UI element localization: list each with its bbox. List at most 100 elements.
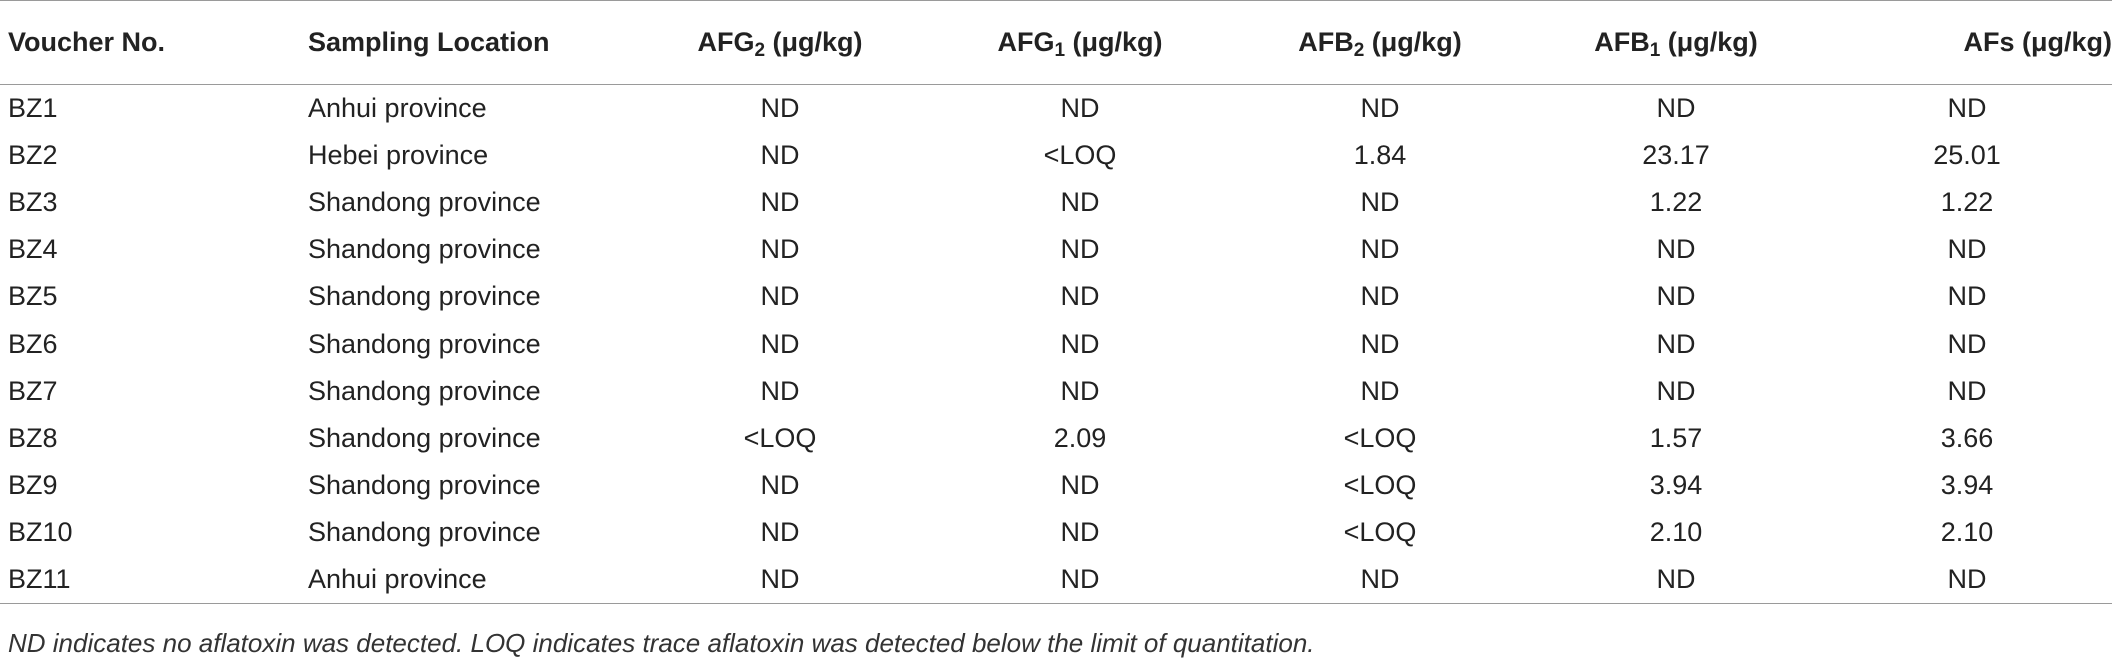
afg1-cell: ND [1060, 234, 1100, 265]
afb2-cell: 1.84 [1353, 139, 1407, 170]
voucher-no-header: Voucher No. [0, 0, 300, 85]
sampling-location-cell: Shandong province [308, 517, 541, 548]
afg1-cell: ND [1060, 186, 1100, 217]
voucher-no-cell: BZ8 [8, 422, 58, 453]
afg1-cell: ND [1060, 92, 1100, 123]
header-text: AFG [997, 27, 1055, 57]
afb1-cell: ND [1656, 92, 1696, 123]
afg2-cell: ND [760, 328, 800, 359]
sampling-location-cell: Shandong province [308, 470, 541, 501]
table-row: BZ6 Shandong province ND ND ND ND ND [0, 320, 2112, 367]
table-row: BZ8 Shandong province <LOQ 2.09 <LOQ 1.57 3.66 [0, 415, 2112, 462]
voucher-no-cell: BZ6 [8, 328, 58, 359]
table-row: BZ2 Hebei province ND <LOQ 1.84 23.17 25.01 [0, 132, 2112, 179]
table-row: BZ3 Shandong province ND ND ND 1.22 1.22 [0, 179, 2112, 226]
afs-total-cell: ND [1947, 281, 1987, 312]
afg1-cell: 2.09 [1053, 422, 1107, 453]
afb1-cell: ND [1656, 234, 1696, 265]
sampling-location-header: Sampling Location [300, 0, 630, 85]
header-text: AFB [1594, 27, 1650, 57]
afb2-header: AFB2 (μg/kg) [1230, 0, 1530, 85]
afb2-cell: ND [1360, 375, 1400, 406]
afb1-cell: ND [1530, 556, 1822, 605]
header-unit: (μg/kg) [1364, 27, 1462, 57]
table-row: BZ1 Anhui province ND ND ND ND ND [0, 85, 2112, 132]
afb2-cell: ND [1360, 186, 1400, 217]
afb1-cell: 1.57 [1649, 422, 1703, 453]
afg2-cell: ND [760, 281, 800, 312]
sampling-location-cell: Shandong province [308, 281, 541, 312]
afg1-cell: ND [1060, 375, 1100, 406]
sampling-location-cell: Shandong province [308, 328, 541, 359]
afb2-cell: <LOQ [1343, 470, 1417, 501]
afg1-cell: ND [1060, 470, 1100, 501]
table-body: BZ1 Anhui province ND ND ND ND ND BZ2 Hebei prov… [0, 85, 2112, 605]
header-text: Sampling Location [308, 27, 550, 57]
table-row: BZ9 Shandong province ND ND <LOQ 3.94 3.94 [0, 462, 2112, 509]
voucher-no-cell: BZ5 [8, 281, 58, 312]
header-subscript: 2 [1353, 40, 1365, 61]
afs-total-cell: 3.66 [1940, 422, 1994, 453]
afs-total-cell: 2.10 [1940, 517, 1994, 548]
afb1-cell: ND [1656, 281, 1696, 312]
table-footnote: ND indicates no aflatoxin was detected. … [8, 628, 1315, 658]
header-row: Voucher No. Sampling Location AFG2 (μg/kg)… [0, 0, 2112, 85]
afg2-cell: ND [760, 92, 800, 123]
afb1-cell: 1.22 [1649, 186, 1703, 217]
afs-total-cell: ND [1947, 328, 1987, 359]
table-row: BZ7 Shandong province ND ND ND ND ND [0, 368, 2112, 415]
afg2-header: AFG2 (μg/kg) [630, 0, 930, 85]
sampling-location-cell: Anhui province [300, 556, 630, 605]
afs-total-cell: ND [1947, 234, 1987, 265]
table-row: BZ11 Anhui province ND ND ND ND ND [0, 556, 2112, 605]
table-row: BZ5 Shandong province ND ND ND ND ND [0, 273, 2112, 320]
voucher-no-cell: BZ7 [8, 375, 58, 406]
afs-total-cell: 25.01 [1933, 139, 2001, 170]
voucher-no-cell: BZ10 [8, 517, 73, 548]
aflatoxin-results-table: Voucher No. Sampling Location AFG2 (μg/kg)… [0, 0, 2112, 605]
header-unit: (μg/kg) [1065, 27, 1163, 57]
afs-total-cell: ND [1947, 375, 1987, 406]
header-subscript: 2 [754, 40, 766, 61]
afg1-cell: ND [1060, 328, 1100, 359]
afg2-cell: ND [760, 470, 800, 501]
voucher-no-cell: BZ11 [0, 556, 300, 605]
afg1-cell: ND [930, 556, 1230, 605]
afs-total-cell: ND [1947, 92, 1987, 123]
afb2-cell: <LOQ [1343, 517, 1417, 548]
afg1-cell: ND [1060, 281, 1100, 312]
sampling-location-cell: Shandong province [308, 422, 541, 453]
header-subscript: 1 [1054, 40, 1066, 61]
header-subscript: 1 [1649, 40, 1661, 61]
voucher-no-cell: BZ4 [8, 234, 58, 265]
afb1-cell: 2.10 [1649, 517, 1703, 548]
afb1-cell: ND [1656, 375, 1696, 406]
voucher-no-cell: BZ9 [8, 470, 58, 501]
voucher-no-cell: BZ3 [8, 186, 58, 217]
afg2-cell: ND [760, 375, 800, 406]
table-row: BZ4 Shandong province ND ND ND ND ND [0, 226, 2112, 273]
afg2-cell: ND [760, 139, 800, 170]
afs-total-header: AFs (μg/kg) [1822, 0, 2112, 85]
header-text: AFs (μg/kg) [1963, 27, 2112, 57]
sampling-location-cell: Shandong province [308, 186, 541, 217]
afs-total-cell: 3.94 [1940, 470, 1994, 501]
header-text: Voucher No. [8, 27, 166, 57]
voucher-no-cell: BZ2 [8, 139, 58, 170]
afb1-cell: 3.94 [1649, 470, 1703, 501]
sampling-location-cell: Shandong province [308, 375, 541, 406]
header-unit: (μg/kg) [765, 27, 863, 57]
afb1-cell: ND [1656, 328, 1696, 359]
afb2-cell: ND [1360, 234, 1400, 265]
afb2-cell: <LOQ [1343, 422, 1417, 453]
afb1-header: AFB1 (μg/kg) [1530, 0, 1822, 85]
afg2-cell: ND [760, 517, 800, 548]
header-unit: (μg/kg) [1660, 27, 1758, 57]
sampling-location-cell: Shandong province [308, 234, 541, 265]
afs-total-cell: 1.22 [1940, 186, 1994, 217]
afb1-cell: 23.17 [1642, 139, 1710, 170]
header-text: AFG [697, 27, 755, 57]
afb2-cell: ND [1360, 281, 1400, 312]
afg1-header: AFG1 (μg/kg) [930, 0, 1230, 85]
